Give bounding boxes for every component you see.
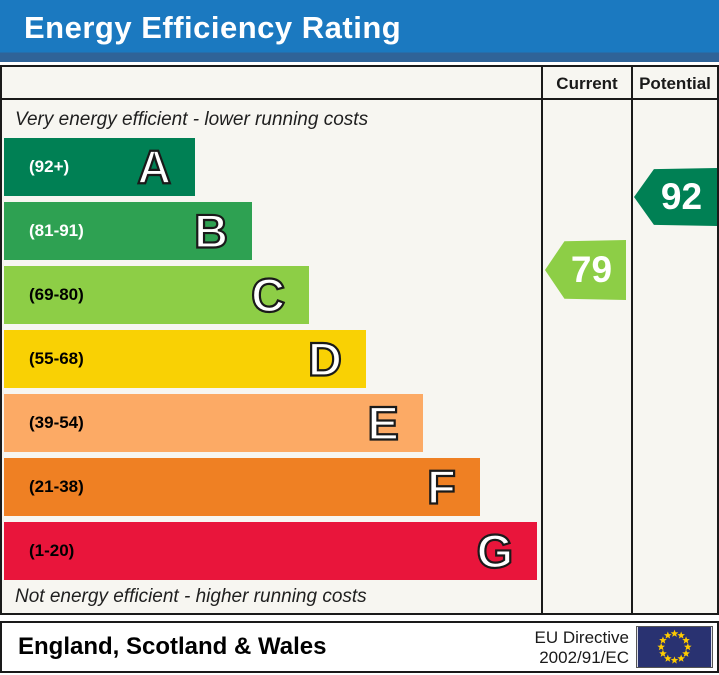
page-title: Energy Efficiency Rating xyxy=(24,10,402,45)
band-letter: E xyxy=(366,396,400,450)
band-letter: A xyxy=(136,140,172,194)
rating-band-row: (55-68) D xyxy=(4,330,366,388)
potential-column-divider xyxy=(631,67,633,613)
band-letter: G xyxy=(476,524,515,578)
current-rating-badge: 79 xyxy=(545,240,626,300)
band-range-label: (69-80) xyxy=(29,285,84,304)
band-letter: F xyxy=(426,460,457,514)
rating-band-row: (21-38) F xyxy=(4,458,480,516)
rating-band-row: (81-91) B xyxy=(4,202,253,260)
current-column-divider xyxy=(541,67,543,613)
eu-flag-star xyxy=(659,636,667,644)
eu-flag-star xyxy=(677,654,685,662)
eu-directive-line1: EU Directive xyxy=(534,628,629,647)
top-scale-note: Very energy efficient - lower running co… xyxy=(15,109,369,130)
bottom-scale-note: Not energy efficient - higher running co… xyxy=(15,586,367,607)
band-letter: D xyxy=(307,332,343,386)
eu-flag-star xyxy=(664,631,672,639)
band-range-label: (81-91) xyxy=(29,221,84,240)
current-rating-value: 79 xyxy=(570,249,613,290)
rating-band-row: (69-80) C xyxy=(4,266,310,324)
header-divider xyxy=(2,98,717,100)
title-bar: Energy Efficiency Rating xyxy=(0,0,719,62)
band-range-label: (1-20) xyxy=(29,541,75,560)
footer-bar: England, Scotland & Wales EU Directive 2… xyxy=(0,621,719,673)
rating-band-row: (1-20) G xyxy=(4,522,538,580)
band-range-label: (92+) xyxy=(29,157,70,176)
band-range-label: (39-54) xyxy=(29,413,84,432)
eu-flag-star xyxy=(682,649,690,657)
potential-rating-badge: 92 xyxy=(634,168,717,226)
band-letter: B xyxy=(193,204,229,258)
region-label: England, Scotland & Wales xyxy=(18,633,327,660)
current-column-header: Current xyxy=(556,74,618,93)
eu-flag-star xyxy=(670,656,679,664)
eu-flag-star xyxy=(657,643,665,651)
rating-chart: Current Potential Very energy efficient … xyxy=(0,65,719,615)
band-range-label: (55-68) xyxy=(29,349,84,368)
eu-flag-star xyxy=(659,649,667,657)
rating-band-row: (92+) A xyxy=(4,138,196,196)
eu-directive-line2: 2002/91/EC xyxy=(539,648,629,667)
eu-flag-star xyxy=(682,636,690,644)
eu-flag-star xyxy=(664,654,672,662)
eu-flag-star xyxy=(684,643,692,651)
rating-band-row: (39-54) E xyxy=(4,394,423,452)
potential-column-header: Potential xyxy=(639,74,711,93)
eu-directive-label: EU Directive 2002/91/EC xyxy=(469,628,629,668)
eu-flag-star xyxy=(677,631,685,639)
potential-rating-value: 92 xyxy=(660,176,703,217)
band-range-label: (21-38) xyxy=(29,477,84,496)
rating-bands: (92+) A (81-91) B (69-80) C (55-68) D (3… xyxy=(4,138,541,586)
band-letter: C xyxy=(250,268,286,322)
eu-flag-star xyxy=(670,629,679,637)
eu-flag-icon xyxy=(636,626,713,668)
